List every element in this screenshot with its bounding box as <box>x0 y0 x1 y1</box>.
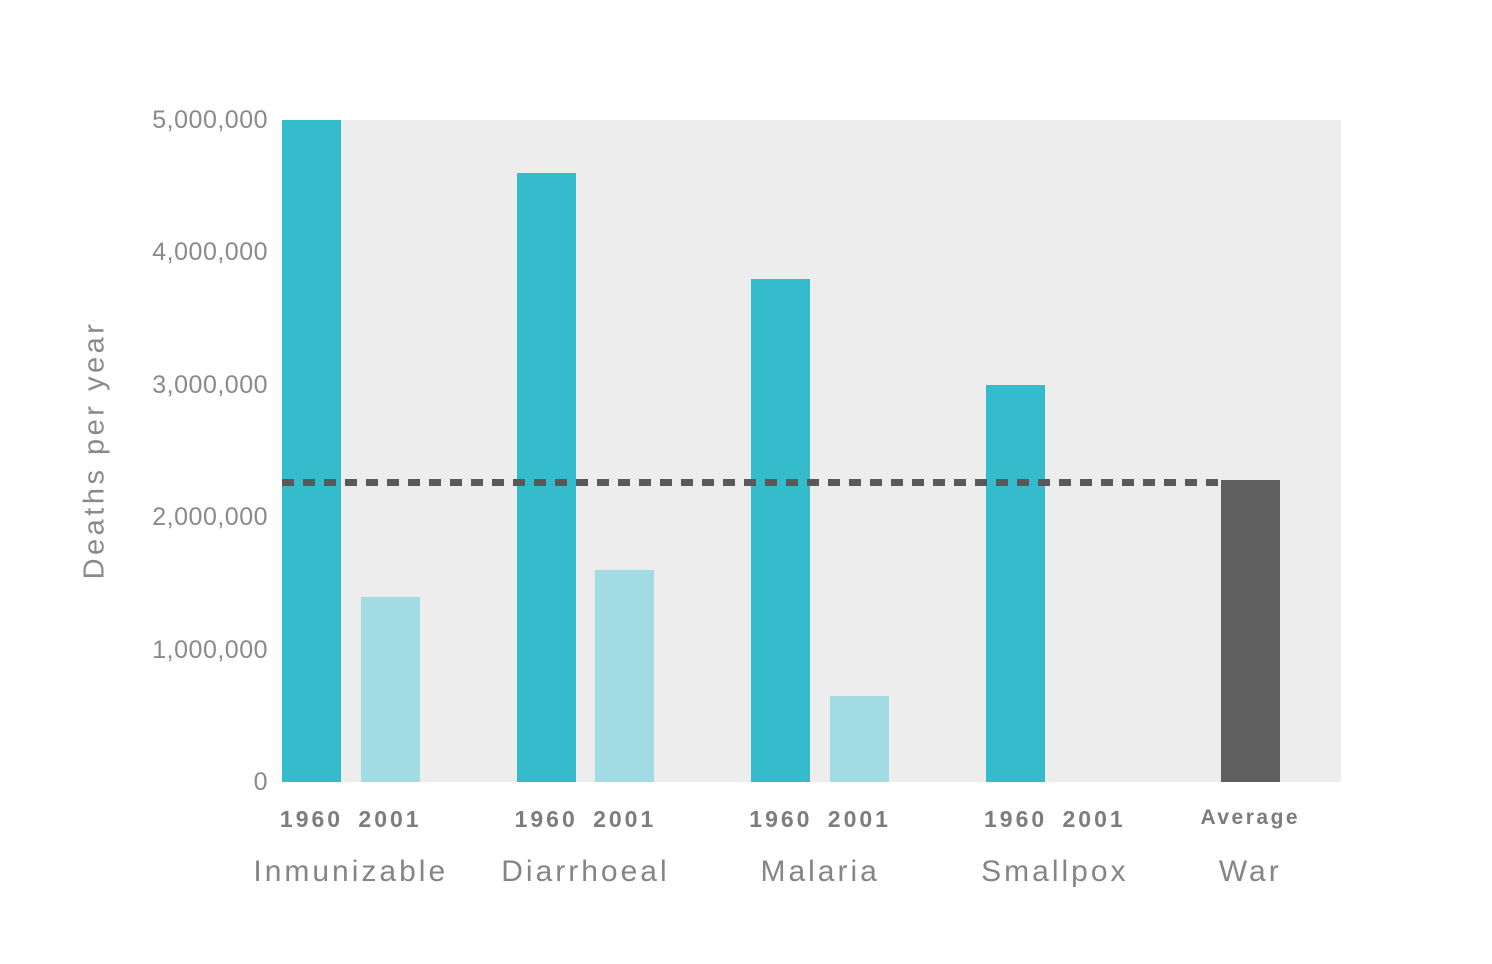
y-tick-label-3000000: 3,000,000 <box>152 370 268 399</box>
category-label-smallpox: Smallpox <box>981 855 1129 888</box>
y-tick-label-2000000: 2,000,000 <box>152 503 268 532</box>
bar-diarrhoeal-2001 <box>595 570 655 782</box>
category-label-malaria: Malaria <box>760 855 880 888</box>
bar-label-malaria-2001: 2001 <box>827 806 891 832</box>
bar-label-diarrhoeal-2001: 2001 <box>593 806 657 832</box>
y-tick-label-0: 0 <box>253 768 268 796</box>
bar-inmunizable-1960 <box>282 120 341 782</box>
plot-area <box>282 120 1341 782</box>
bar-label-war-average: Average <box>1200 806 1301 829</box>
bar-label-smallpox-1960: 1960 <box>984 806 1048 832</box>
bar-war-average <box>1220 480 1280 782</box>
bar-diarrhoeal-1960 <box>516 172 576 782</box>
bars-layer <box>282 120 1341 782</box>
bar-label-malaria-1960: 1960 <box>749 806 813 832</box>
bar-label-inmunizable-1960: 1960 <box>279 806 344 832</box>
category-label-diarrhoeal: Diarrhoeal <box>501 855 670 888</box>
y-tick-label-4000000: 4,000,000 <box>152 238 268 267</box>
bar-malaria-2001 <box>829 695 889 782</box>
bar-smallpox-1960 <box>986 384 1046 782</box>
y-axis-title: Deaths per year <box>78 320 111 580</box>
y-tick-label-5000000: 5,000,000 <box>152 106 268 134</box>
bar-inmunizable-2001 <box>360 596 420 782</box>
category-label-war: War <box>1218 855 1282 888</box>
bar-label-diarrhoeal-1960: 1960 <box>514 806 578 832</box>
category-label-inmunizable: Inmunizable <box>253 855 449 888</box>
average-dashed-reference-line <box>282 479 1219 487</box>
bar-malaria-1960 <box>751 278 811 782</box>
y-tick-label-1000000: 1,000,000 <box>152 635 268 664</box>
bar-label-inmunizable-2001: 2001 <box>358 806 422 832</box>
bar-label-smallpox-2001: 2001 <box>1062 806 1126 832</box>
